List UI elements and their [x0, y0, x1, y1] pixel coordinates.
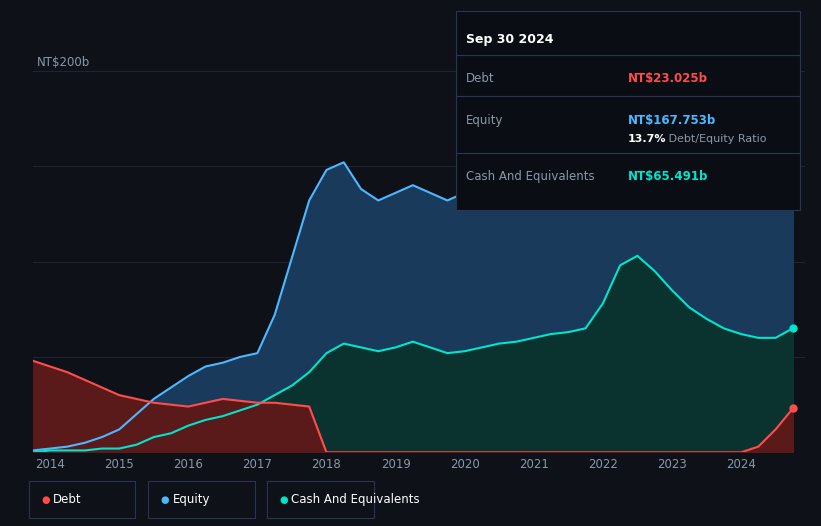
Text: ●: ● — [41, 494, 49, 505]
Text: NT$65.491b: NT$65.491b — [628, 170, 709, 183]
Text: ●: ● — [279, 494, 287, 505]
Text: Debt: Debt — [466, 73, 494, 85]
Text: Cash And Equivalents: Cash And Equivalents — [466, 170, 594, 183]
Text: Equity: Equity — [172, 493, 210, 506]
Text: NT$200b: NT$200b — [37, 56, 90, 69]
Text: NT$23.025b: NT$23.025b — [628, 73, 708, 85]
Text: Cash And Equivalents: Cash And Equivalents — [291, 493, 420, 506]
Text: NT$0: NT$0 — [35, 437, 66, 450]
Text: Debt: Debt — [53, 493, 82, 506]
Text: NT$167.753b: NT$167.753b — [628, 115, 716, 127]
Text: 13.7%: 13.7% — [628, 134, 667, 145]
Text: Sep 30 2024: Sep 30 2024 — [466, 33, 553, 46]
Text: Debt/Equity Ratio: Debt/Equity Ratio — [665, 134, 767, 145]
Text: Equity: Equity — [466, 115, 503, 127]
Text: ●: ● — [160, 494, 168, 505]
